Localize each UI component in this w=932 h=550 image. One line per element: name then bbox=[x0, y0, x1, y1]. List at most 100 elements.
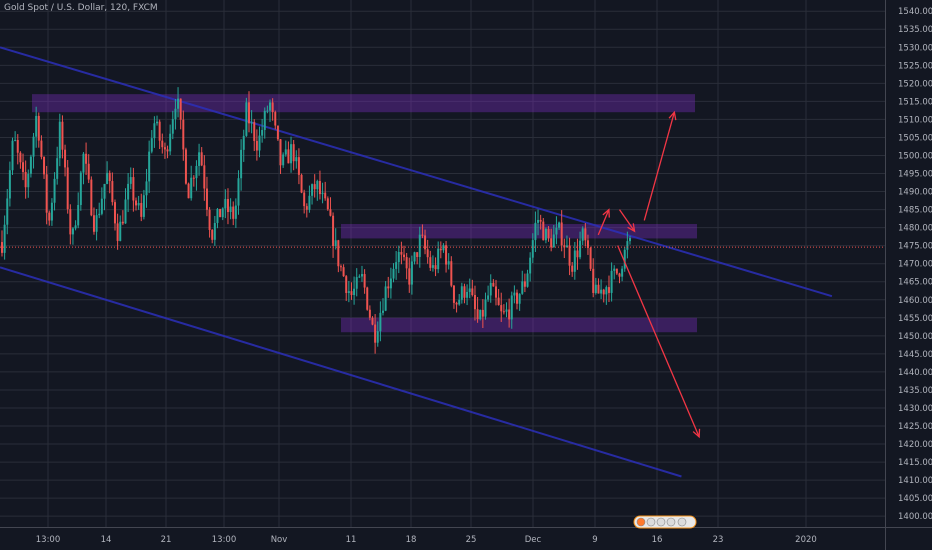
candle-body bbox=[523, 281, 526, 287]
time-axis-bg bbox=[0, 527, 885, 550]
arrow-shaft bbox=[643, 112, 675, 221]
candle-body bbox=[287, 149, 290, 164]
candle-body bbox=[607, 287, 610, 293]
candle-body bbox=[184, 149, 187, 184]
candle bbox=[150, 130, 153, 154]
candle-body bbox=[53, 178, 56, 203]
candle bbox=[513, 285, 516, 304]
candle bbox=[471, 279, 474, 297]
candle-body bbox=[455, 302, 458, 305]
candle bbox=[594, 277, 597, 295]
candle bbox=[610, 262, 613, 302]
candle bbox=[216, 207, 219, 229]
event-dot-icon[interactable] bbox=[646, 517, 656, 527]
candle bbox=[516, 289, 519, 310]
candle-body bbox=[602, 289, 605, 295]
candle bbox=[92, 207, 95, 235]
x-tick-label: 21 bbox=[161, 535, 172, 545]
candle-body bbox=[547, 228, 550, 239]
candle bbox=[106, 161, 109, 185]
candle-body bbox=[61, 121, 64, 150]
candle bbox=[426, 239, 429, 264]
candle bbox=[613, 265, 616, 280]
candle bbox=[269, 99, 272, 122]
candle-body bbox=[508, 309, 511, 320]
flag-icon[interactable] bbox=[636, 517, 646, 527]
candle-body bbox=[413, 252, 416, 262]
candle-body bbox=[11, 140, 14, 171]
candle bbox=[140, 193, 143, 222]
candle bbox=[400, 241, 403, 265]
candle-body bbox=[124, 199, 127, 224]
candle-body bbox=[544, 228, 547, 241]
y-tick-label: 1440.00 bbox=[898, 368, 932, 378]
candle bbox=[531, 233, 534, 264]
candle-body bbox=[190, 177, 193, 199]
candle-body bbox=[392, 268, 395, 279]
candle-body bbox=[113, 202, 116, 224]
candle-body bbox=[253, 122, 256, 141]
x-tick-label: 18 bbox=[406, 535, 417, 545]
candle bbox=[592, 258, 595, 298]
candle-body bbox=[226, 199, 229, 213]
forecast-arrow bbox=[618, 209, 636, 233]
event-marker-icon[interactable] bbox=[633, 515, 697, 529]
candle-body bbox=[303, 192, 306, 207]
candle bbox=[418, 226, 421, 268]
candle bbox=[192, 175, 195, 187]
candle-body bbox=[85, 153, 88, 164]
candle-body bbox=[487, 295, 490, 300]
candle bbox=[287, 141, 290, 164]
candle-body bbox=[232, 206, 235, 219]
candle bbox=[274, 110, 277, 130]
candle bbox=[607, 275, 610, 303]
candle bbox=[74, 220, 77, 231]
candle bbox=[452, 284, 455, 309]
candle-body bbox=[171, 119, 174, 134]
candle bbox=[221, 207, 224, 221]
candle bbox=[224, 189, 227, 219]
candle bbox=[295, 150, 298, 169]
y-tick-label: 1420.00 bbox=[898, 440, 932, 450]
candle bbox=[497, 289, 500, 306]
candle-body bbox=[542, 221, 545, 241]
candle-body bbox=[271, 102, 274, 113]
candle-body bbox=[374, 324, 377, 343]
candle-body bbox=[177, 98, 180, 109]
candle-body bbox=[492, 282, 495, 287]
candle bbox=[476, 297, 479, 323]
candle-body bbox=[182, 119, 185, 150]
candle bbox=[350, 282, 353, 300]
candle-body bbox=[229, 206, 232, 213]
candle-body bbox=[274, 112, 277, 126]
candle bbox=[148, 140, 151, 193]
candle bbox=[395, 251, 398, 280]
candle bbox=[500, 292, 503, 322]
time-axis[interactable]: 13:00 14 21 13:00 Nov 11 18 25 Dec 9 16 23 2020 bbox=[0, 527, 932, 550]
price-axis[interactable]: 1400.00 1405.00 1410.00 1415.00 1420.00 1425.… bbox=[885, 0, 932, 550]
candle bbox=[337, 239, 340, 273]
event-dot-icon[interactable] bbox=[656, 517, 666, 527]
candle-body bbox=[568, 245, 571, 266]
candle-body bbox=[103, 183, 106, 199]
candle-body bbox=[442, 245, 445, 251]
candle-body bbox=[242, 135, 245, 150]
candle bbox=[85, 142, 88, 175]
candle-body bbox=[169, 133, 172, 152]
candle-body bbox=[6, 198, 9, 225]
candle-body bbox=[142, 195, 145, 217]
candle bbox=[382, 298, 385, 316]
candle bbox=[119, 215, 122, 242]
event-dot-icon[interactable] bbox=[666, 517, 676, 527]
candle bbox=[439, 241, 442, 259]
candle bbox=[450, 256, 453, 288]
candle bbox=[571, 262, 574, 277]
candle bbox=[573, 241, 576, 280]
event-dot-icon[interactable] bbox=[677, 517, 687, 527]
candle bbox=[313, 174, 316, 198]
candle bbox=[184, 147, 187, 185]
price-zone bbox=[341, 224, 697, 239]
candle-body bbox=[516, 292, 519, 304]
candle-body bbox=[266, 110, 269, 112]
